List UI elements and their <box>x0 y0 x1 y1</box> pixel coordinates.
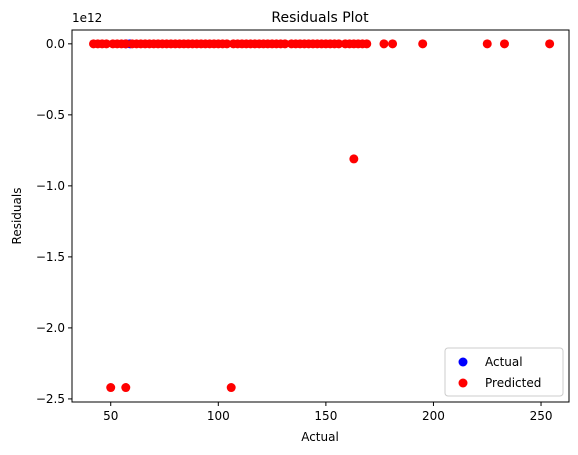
legend: Actual Predicted <box>444 347 564 397</box>
data-point-predicted <box>121 39 131 49</box>
data-point-predicted <box>349 154 359 164</box>
y-tick-label: −2.0 <box>36 321 65 335</box>
data-point-predicted <box>121 383 131 393</box>
x-tick-label: 100 <box>207 409 230 423</box>
y-axis: 0.0 −0.5 −1.0 −1.5 −2.0 −2.5 <box>36 37 72 406</box>
data-point-predicted <box>545 39 555 49</box>
data-point-predicted <box>280 39 290 49</box>
x-tick-label: 200 <box>422 409 445 423</box>
x-tick-label: 250 <box>530 409 553 423</box>
x-tick-label: 50 <box>103 409 118 423</box>
x-tick-label: 150 <box>314 409 337 423</box>
data-point-predicted <box>334 39 344 49</box>
data-point-predicted <box>101 39 111 49</box>
y-tick-label: 0.0 <box>46 37 65 51</box>
y-tick-label: −2.5 <box>36 392 65 406</box>
chart-title: Residuals Plot <box>271 10 369 26</box>
y-axis-label: Residuals <box>10 188 24 245</box>
y-offset-label: 1e12 <box>72 11 102 25</box>
data-point-predicted <box>222 39 232 49</box>
data-point-predicted <box>418 39 428 49</box>
marks-layer <box>89 39 555 393</box>
data-point-predicted <box>379 39 389 49</box>
x-axis: 50 100 150 200 250 <box>103 402 552 423</box>
legend-marker <box>458 357 468 367</box>
data-point-predicted <box>388 39 398 49</box>
data-point-predicted <box>362 39 372 49</box>
data-point-predicted <box>226 383 236 393</box>
data-point-predicted <box>482 39 492 49</box>
y-tick-label: −1.5 <box>36 250 65 264</box>
series-predicted <box>89 39 555 393</box>
x-axis-label: Actual <box>301 430 339 444</box>
data-point-predicted <box>106 383 116 393</box>
data-point-predicted <box>499 39 509 49</box>
y-tick-label: −0.5 <box>36 108 65 122</box>
legend-marker <box>458 378 468 388</box>
legend-box <box>444 347 564 397</box>
plot-frame <box>71 29 570 403</box>
legend-label: Predicted <box>485 376 541 390</box>
legend-label: Actual <box>485 355 523 369</box>
y-tick-label: −1.0 <box>36 179 65 193</box>
